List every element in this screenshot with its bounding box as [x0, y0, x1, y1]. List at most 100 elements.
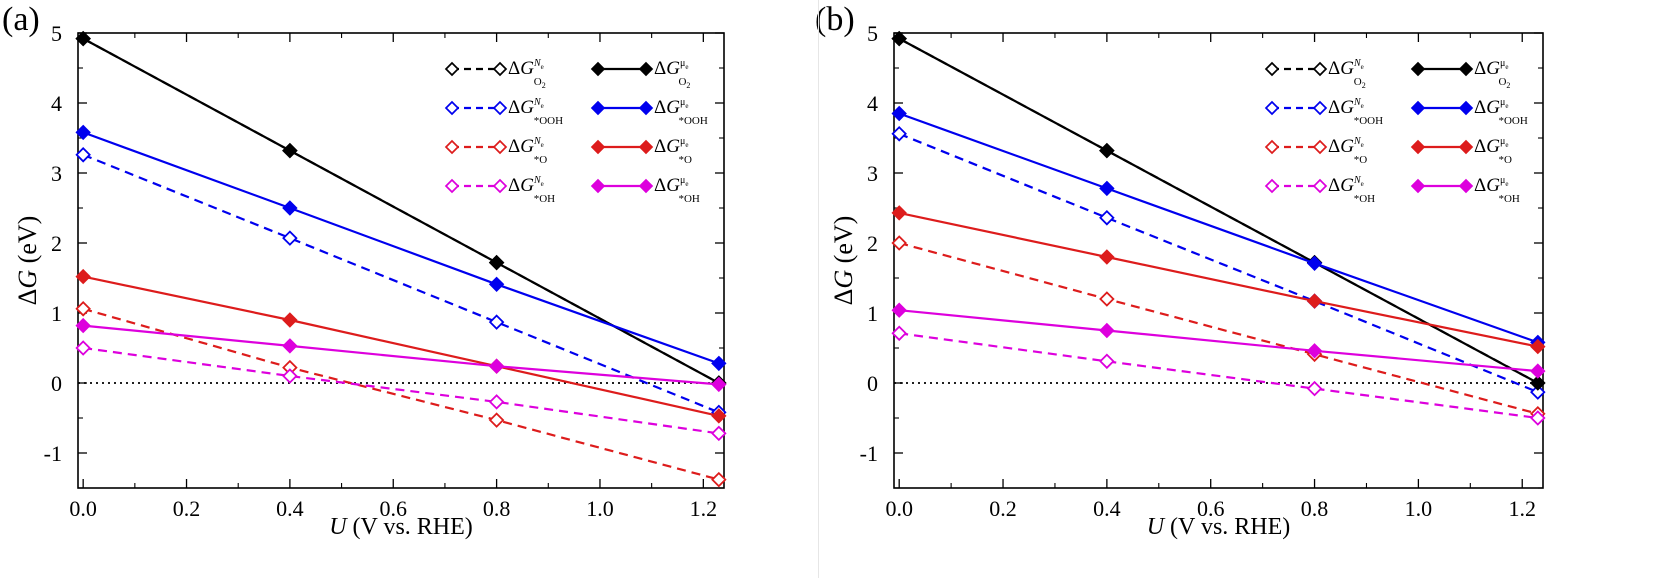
legend-sup-sub: e: [685, 141, 688, 149]
legend-marker: [492, 178, 508, 194]
legend-marker: [1410, 178, 1426, 194]
legend-entry-O_mu: ΔGμe *O: [1410, 136, 1512, 166]
series-line-OOH_Ne: [82, 153, 720, 414]
legend-delta: Δ: [654, 97, 666, 118]
y-axis-label-unit: (eV): [13, 216, 42, 270]
data-point-OOH_Ne: [75, 147, 91, 163]
y-tick-label: -1: [860, 441, 878, 466]
y-tick-label: 4: [867, 91, 878, 116]
legend-marker: [1458, 61, 1474, 77]
data-point-OH_Ne: [1306, 380, 1323, 397]
legend-marker: [1264, 61, 1280, 77]
y-tick-label: 0: [51, 371, 62, 396]
series-line-O2_mu: [82, 37, 720, 384]
legend-delta: Δ: [508, 97, 520, 118]
legend-marker: [492, 100, 508, 116]
legend-sup: N: [1353, 58, 1362, 69]
data-point-OOH_mu: [1306, 255, 1323, 272]
legend-label: ΔGμe *OH: [1474, 175, 1520, 205]
series-O_mu: [75, 268, 727, 424]
legend-sub: *O: [1354, 154, 1368, 166]
chart-panel-b: (b) 0.0 0.2 0.4 0.6 0.8 1.0 1.2 -1 0 1 2 3 4 5 U (V vs.…: [815, 1, 1546, 540]
x-axis-label: U (V vs. RHE): [1147, 514, 1291, 540]
legend-label: ΔGμe *O: [654, 136, 692, 166]
legend-sub-sub: 2: [1362, 81, 1366, 90]
legend-marker: [590, 100, 606, 116]
legend-sup: N: [1353, 97, 1362, 108]
legend-label: ΔGNe *OOH: [508, 97, 563, 127]
legend-entry-O_Ne: ΔGNe *O: [1264, 136, 1367, 166]
x-axis-label-var: U: [329, 514, 348, 540]
legend-marker: [1264, 178, 1280, 194]
legend-var: G: [1340, 58, 1354, 79]
legend-marker: [638, 178, 654, 194]
legend-var: G: [1340, 175, 1354, 196]
data-point-OOH_Ne: [1530, 384, 1546, 400]
data-point-OOH_mu: [75, 124, 91, 141]
data-point-OOH_Ne: [282, 230, 298, 246]
series-line-O_Ne: [82, 307, 720, 481]
legend-sup-sub: e: [541, 63, 544, 71]
legend-delta: Δ: [1474, 136, 1486, 157]
x-tick-label: 1.0: [1405, 496, 1433, 521]
legend-marker: [1312, 61, 1328, 77]
legend-sup: μ: [680, 136, 685, 147]
legend-marker: [492, 139, 508, 155]
legend-delta: Δ: [1474, 58, 1486, 79]
data-point-OOH_mu: [891, 105, 907, 122]
legend-entry-O2_mu: ΔGμe O2: [590, 58, 690, 90]
legend-entry-OOH_Ne: ΔGNe *OOH: [1264, 97, 1383, 127]
legend-label: ΔGNe *O: [508, 136, 547, 166]
x-axis-label-var: U: [1147, 514, 1166, 540]
legend-delta: Δ: [654, 58, 666, 79]
data-point-O_Ne: [75, 301, 91, 317]
x-tick-label: 0.8: [1301, 496, 1329, 521]
series-OH_Ne: [891, 325, 1546, 426]
legend-marker: [638, 100, 654, 116]
legend-sup-sub: e: [1361, 63, 1364, 71]
legend-marker: [444, 139, 460, 155]
legend-marker: [1458, 139, 1474, 155]
legend-entry-OOH_mu: ΔGμe *OOH: [590, 97, 708, 127]
legend-sub: O: [678, 76, 686, 88]
legend-sub: *OH: [1498, 193, 1519, 205]
x-tick-label: 0.0: [69, 496, 97, 521]
legend-sub-sub: 2: [1506, 81, 1510, 90]
data-point-OOH_Ne: [891, 126, 907, 142]
data-point-O_Ne: [711, 471, 727, 488]
series-OOH_mu: [75, 124, 727, 372]
legend-marker: [1458, 100, 1474, 116]
series-O_Ne: [75, 301, 727, 488]
legend-sub: O: [1498, 76, 1506, 88]
legend-sup-sub: e: [541, 141, 544, 149]
y-axis-label: ΔG (eV): [13, 216, 42, 306]
series-O2_mu: [75, 30, 727, 391]
legend-delta: Δ: [508, 58, 520, 79]
legend-label: ΔGμe O2: [654, 58, 690, 90]
legend-delta: Δ: [508, 136, 520, 157]
legend-entry-O2_Ne: ΔGNe O2: [444, 58, 546, 90]
x-tick-label: 1.2: [690, 496, 718, 521]
x-tick-label: 1.2: [1508, 496, 1536, 521]
y-tick-label: 2: [51, 231, 62, 256]
series-O_mu: [891, 205, 1546, 355]
data-point-O2_mu: [891, 30, 907, 47]
legend-sup-sub: e: [541, 102, 544, 110]
legend-delta: Δ: [1474, 175, 1486, 196]
series-line-OOH_mu: [898, 112, 1539, 344]
legend-marker: [444, 61, 460, 77]
legend-entry-OOH_mu: ΔGμe *OOH: [1410, 97, 1528, 127]
legend-label: ΔGNe O2: [1328, 58, 1366, 90]
y-axis-label-delta: Δ: [13, 289, 42, 306]
legend-entry-OH_Ne: ΔGNe *OH: [444, 175, 555, 205]
legend-label: ΔGμe *O: [1474, 136, 1512, 166]
legend-label: ΔGNe *O: [1328, 136, 1367, 166]
legend-var: G: [520, 97, 534, 118]
y-tick-label: 1: [867, 301, 878, 326]
legend-entry-O2_Ne: ΔGNe O2: [1264, 58, 1366, 90]
legend-sup: N: [1353, 136, 1362, 147]
